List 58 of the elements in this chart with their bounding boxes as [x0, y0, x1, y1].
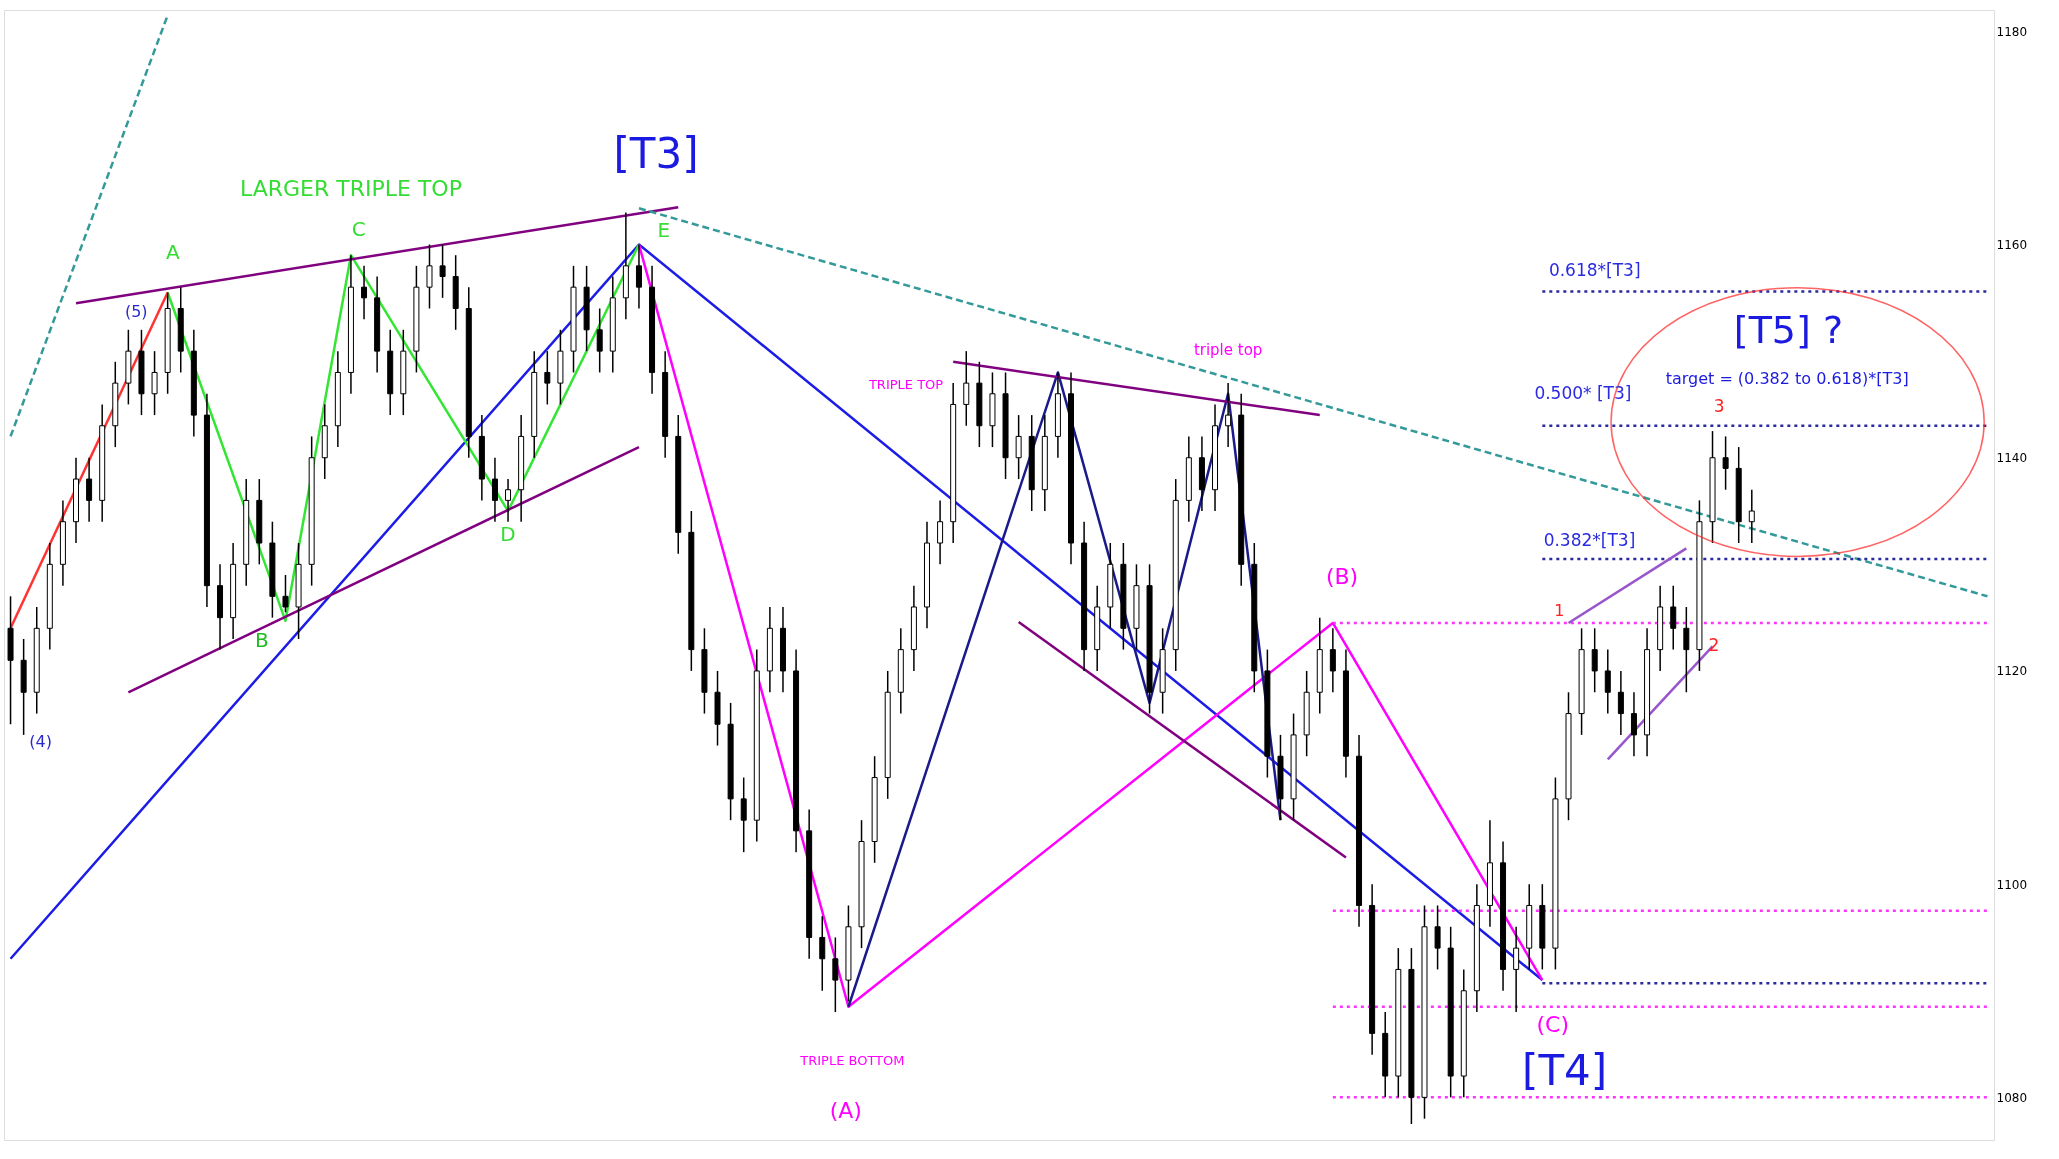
- candlestick: [505, 478, 512, 523]
- candlestick: [1604, 648, 1611, 715]
- annotation: (4): [29, 732, 52, 751]
- candlestick: [635, 243, 642, 310]
- candlestick: [1617, 670, 1624, 736]
- candlestick: [937, 499, 944, 566]
- annotation: B: [255, 627, 269, 652]
- annotation: (A): [829, 1097, 862, 1123]
- annotation: TRIPLE BOTTOM: [799, 1052, 905, 1068]
- candlestick: [491, 456, 498, 523]
- y-tick-label: 1100: [1996, 877, 2028, 892]
- candlestick: [426, 243, 433, 310]
- candlestick: [1748, 488, 1755, 544]
- candlestick: [596, 307, 603, 374]
- annotation: (C): [1536, 1011, 1570, 1037]
- annotation: TRIPLE TOP: [867, 376, 944, 392]
- annotation: 3: [1713, 395, 1725, 416]
- annotation: 0.618*[T3]: [1548, 260, 1641, 281]
- candlestick: [1630, 691, 1637, 757]
- annotation: target = (0.382 to 0.618)*[T3]: [1665, 368, 1909, 388]
- candlestick: [151, 350, 158, 416]
- y-tick-label: 1120: [1996, 664, 2028, 679]
- y-tick-label: 1080: [1996, 1090, 2028, 1105]
- candlestick: [832, 936, 839, 1013]
- annotation: [T4]: [1522, 1046, 1608, 1096]
- annotation: (B): [1325, 563, 1359, 589]
- candlestick: [819, 915, 826, 992]
- annotation: LARGER TRIPLE TOP: [239, 176, 462, 202]
- annotation: D: [500, 521, 516, 546]
- annotation: [T3]: [613, 128, 699, 178]
- candlestick: [544, 350, 551, 406]
- candlestick: [1015, 414, 1022, 480]
- y-tick-label: 1180: [1996, 24, 2028, 39]
- annotation: triple top: [1193, 341, 1263, 360]
- annotation: C: [351, 217, 366, 242]
- candlestick: [1434, 904, 1441, 971]
- candlestick: [439, 243, 446, 299]
- candlestick: [1225, 382, 1232, 448]
- candlestick: [963, 350, 970, 427]
- candlestick: [1683, 606, 1690, 694]
- candlestick: [740, 776, 747, 853]
- candlestick: [282, 574, 289, 614]
- candlestick: [1513, 926, 1520, 1013]
- candlestick: [361, 265, 368, 320]
- candlestick: [1329, 627, 1336, 694]
- candlestick: [1591, 627, 1598, 694]
- annotation: 2: [1708, 635, 1720, 656]
- candlestick: [86, 456, 93, 523]
- y-tick-label: 1140: [1996, 451, 2028, 466]
- annotation: (5): [124, 302, 148, 322]
- annotation: E: [657, 218, 671, 243]
- candlestick: [1722, 435, 1729, 491]
- candlestick: [1670, 584, 1677, 651]
- annotation: [T5] ?: [1733, 308, 1844, 353]
- y-tick-label: 1160: [1996, 238, 2028, 253]
- annotation: 1: [1554, 601, 1565, 621]
- annotation: 0.382*[T3]: [1543, 530, 1636, 551]
- annotation: A: [166, 240, 181, 265]
